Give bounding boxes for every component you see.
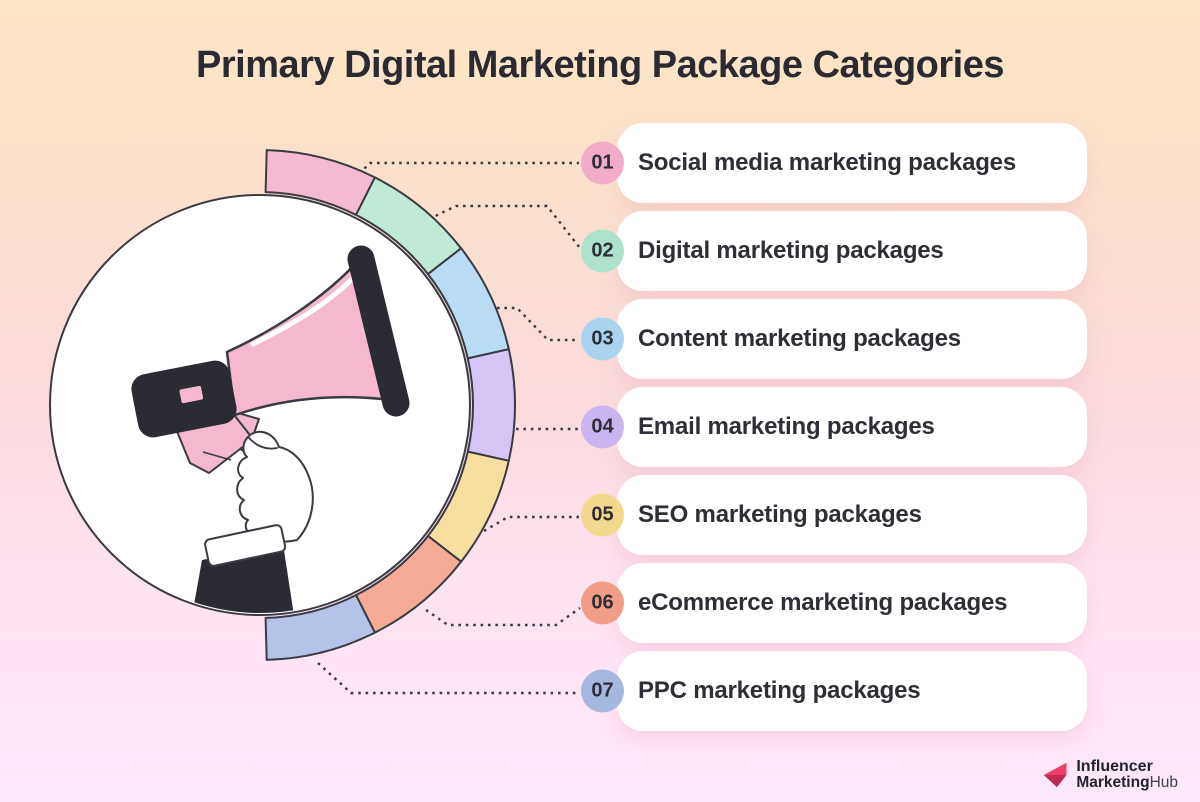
package-card: 01 Social media marketing packages <box>581 123 1087 203</box>
card-label: Email marketing packages <box>638 413 935 440</box>
package-card-list: 01 Social media marketing packages 02 Digit… <box>581 123 1087 731</box>
package-card: 06 eCommerce marketing packages <box>581 563 1087 643</box>
brand-name-line1: Influencer <box>1076 758 1153 775</box>
thumb-crease <box>247 436 278 450</box>
card-number-badge: 02 <box>581 229 624 273</box>
ring-segment-04 <box>466 348 516 462</box>
donut-ring <box>264 149 516 661</box>
connector-line-03 <box>497 306 579 342</box>
ring-segment-07 <box>264 594 376 661</box>
package-card: 04 Email marketing packages <box>581 387 1087 467</box>
card-label: SEO marketing packages <box>638 501 922 528</box>
connector-line-05 <box>483 515 579 533</box>
brand-logo: Influencer MarketingHub <box>1042 758 1178 792</box>
card-number-badge: 03 <box>581 317 624 361</box>
package-card: 05 SEO marketing packages <box>581 475 1087 555</box>
cuff <box>204 524 287 567</box>
grip-fold-line <box>202 451 232 461</box>
card-label: Digital marketing packages <box>638 237 944 264</box>
brand-logo-icon <box>1044 762 1067 788</box>
card-label: Content marketing packages <box>638 325 961 352</box>
brand-name-line2: MarketingHub <box>1076 774 1178 792</box>
connector-line-01 <box>353 161 579 180</box>
connector-line-02 <box>428 204 581 249</box>
megaphone <box>131 245 410 613</box>
package-card: 02 Digital marketing packages <box>581 211 1087 291</box>
card-number-badge: 01 <box>581 141 624 185</box>
hand-fist <box>236 430 314 543</box>
horn-highlight <box>250 277 354 347</box>
megaphone-bell-bar <box>347 245 410 417</box>
card-number-badge: 04 <box>581 405 624 449</box>
card-number-badge: 05 <box>581 493 624 537</box>
card-label: Social media marketing packages <box>638 149 1016 176</box>
card-label: eCommerce marketing packages <box>638 589 1008 616</box>
package-card: 07 PPC marketing packages <box>581 651 1087 731</box>
brand-name-marketing: Marketing <box>1076 774 1150 792</box>
infographic-title: Primary Digital Marketing Package Catego… <box>196 44 1005 86</box>
connector-line-07 <box>317 662 579 695</box>
card-number-badge: 06 <box>581 581 624 625</box>
megaphone-band-button <box>179 385 204 404</box>
connector-line-06 <box>425 607 581 627</box>
package-card: 03 Content marketing packages <box>581 299 1087 379</box>
card-label: PPC marketing packages <box>638 677 921 704</box>
sleeve <box>182 544 299 613</box>
brand-name-hub: Hub <box>1149 774 1178 792</box>
brand-name: Influencer MarketingHub <box>1076 758 1178 792</box>
card-number-badge: 07 <box>581 669 624 713</box>
